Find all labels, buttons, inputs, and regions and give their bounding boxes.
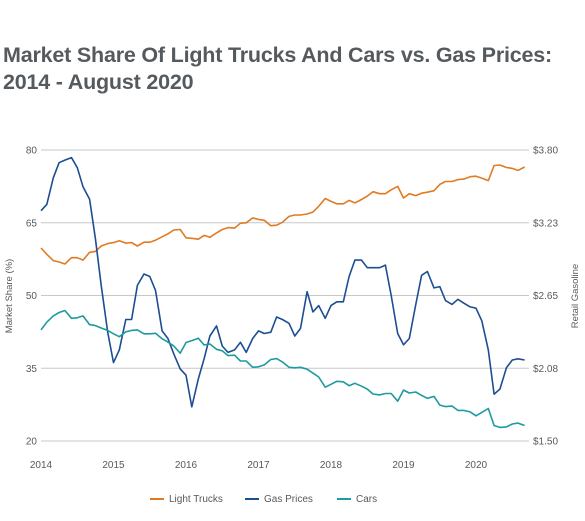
- legend-label-gas-prices: Gas Prices: [264, 493, 313, 505]
- x-tick-label: 2014: [30, 460, 53, 471]
- x-tick-label: 2018: [320, 460, 343, 471]
- chart-title: Market Share Of Light Trucks And Cars vs…: [3, 43, 552, 94]
- gridlines: [41, 149, 529, 442]
- y2-tick-label: $3.23: [533, 218, 558, 229]
- series-lines: [40, 156, 525, 429]
- legend-swatch-cars: [337, 498, 351, 500]
- legend-item-gas-prices: Gas Prices: [245, 491, 313, 507]
- x-tick-label: 2017: [247, 460, 270, 471]
- legend-item-cars: Cars: [337, 491, 377, 507]
- x-tick-label: 2020: [465, 460, 488, 471]
- left-axis-ticks: 80 65 50 35 20: [26, 146, 38, 448]
- right-axis-label: Retail Gasoline: [570, 264, 581, 328]
- series-line-gas-prices: [40, 156, 525, 408]
- y-tick-label: 65: [26, 218, 38, 229]
- y-tick-label: 80: [26, 146, 38, 157]
- right-axis-ticks: $3.80 $3.23 $2.65 $2.08 $1.50: [533, 146, 558, 448]
- x-tick-label: 2019: [392, 460, 415, 471]
- x-axis-ticks: 2014 2015 2016 2017 2018 2019 2020: [30, 460, 488, 471]
- y2-tick-label: $3.80: [533, 146, 558, 157]
- legend-swatch-light-trucks: [150, 498, 164, 500]
- y2-tick-label: $2.08: [533, 364, 558, 375]
- y-tick-label: 20: [26, 437, 38, 448]
- legend-swatch-gas-prices: [245, 498, 259, 500]
- y2-tick-label: $1.50: [533, 437, 558, 448]
- y2-tick-label: $2.65: [533, 291, 558, 302]
- left-axis-label: Market Share (%): [4, 259, 15, 333]
- legend-label-cars: Cars: [356, 493, 378, 505]
- x-tick-label: 2016: [175, 460, 198, 471]
- series-line-cars: [40, 309, 525, 429]
- series-line-light-trucks: [40, 164, 525, 265]
- legend: Light Trucks Gas Prices Cars: [0, 491, 585, 507]
- legend-label-light-trucks: Light Trucks: [169, 493, 223, 505]
- x-tick-label: 2015: [102, 460, 125, 471]
- y-tick-label: 50: [26, 291, 38, 302]
- y-tick-label: 35: [26, 364, 38, 375]
- legend-item-light-trucks: Light Trucks: [150, 491, 223, 507]
